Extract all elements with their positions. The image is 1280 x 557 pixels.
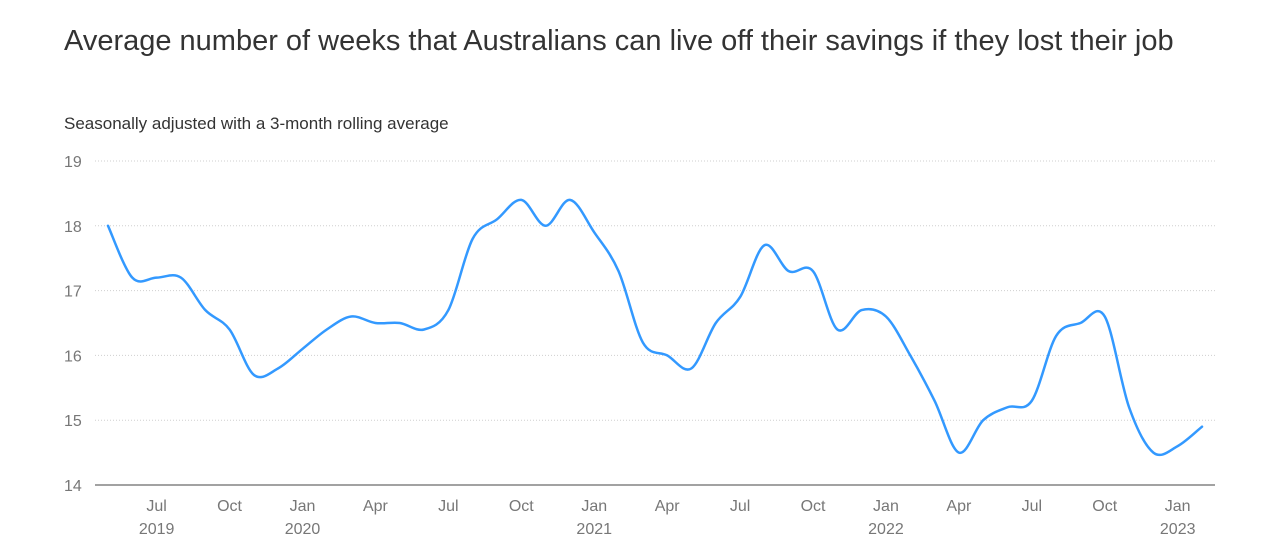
data-point (739, 296, 741, 298)
x-tick-label: Oct (217, 498, 242, 515)
data-point (423, 328, 425, 330)
x-tick-label: Apr (363, 498, 389, 515)
data-point (618, 270, 620, 272)
grid-lines (95, 160, 1215, 421)
y-tick-label: 19 (64, 154, 82, 171)
data-point (861, 309, 863, 311)
series-line-0 (106, 198, 1204, 457)
y-tick-label: 14 (64, 478, 82, 495)
data-point (472, 238, 474, 240)
x-tick-label: Jul (1022, 498, 1042, 515)
data-point (593, 231, 595, 233)
data-point (277, 367, 279, 369)
x-tick-label: Jan (873, 498, 899, 515)
x-tick-year-label: 2023 (1160, 521, 1196, 538)
x-tick-label: Jan (1165, 498, 1191, 515)
y-tick-label: 18 (64, 219, 82, 236)
data-point (374, 322, 376, 324)
x-tick-label: Jul (146, 498, 166, 515)
data-point (1079, 322, 1081, 324)
data-point (180, 277, 182, 279)
data-point (642, 341, 644, 343)
chart-subtitle: Seasonally adjusted with a 3-month rolli… (64, 114, 449, 133)
data-point (496, 218, 498, 220)
x-axis-tick-labels: Jul 2019 Oct Jan 2020 Apr Jul Oct Jan 2021 Apr Jul O… (139, 498, 1196, 538)
x-tick-year-label: 2020 (285, 521, 321, 538)
data-point (107, 225, 109, 227)
y-tick-label: 16 (64, 348, 82, 365)
data-point (1055, 335, 1057, 337)
data-point (156, 277, 158, 279)
data-point (788, 270, 790, 272)
data-point (204, 309, 206, 311)
y-tick-label: 15 (64, 413, 82, 430)
x-tick-year-label: 2019 (139, 521, 175, 538)
data-point (229, 328, 231, 330)
data-point (958, 452, 960, 454)
data-point (545, 225, 547, 227)
chart-title: Average number of weeks that Australians… (64, 25, 1174, 57)
x-tick-year-label: 2021 (576, 521, 612, 538)
x-tick-year-label: 2022 (868, 521, 904, 538)
data-point (982, 419, 984, 421)
data-point (131, 277, 133, 279)
data-point (885, 316, 887, 318)
x-tick-label: Jul (730, 498, 750, 515)
x-tick-label: Jan (581, 498, 607, 515)
y-axis-tick-labels: 14 15 16 17 18 19 (64, 154, 82, 495)
data-point (1201, 426, 1203, 428)
data-point (1152, 452, 1154, 454)
data-point (520, 199, 522, 201)
x-tick-label: Jul (438, 498, 458, 515)
data-point (836, 328, 838, 330)
data-point (253, 374, 255, 376)
data-point (569, 199, 571, 201)
data-point (350, 316, 352, 318)
x-tick-label: Apr (946, 498, 972, 515)
data-point (1128, 406, 1130, 408)
x-tick-label: Oct (1092, 498, 1117, 515)
data-point (666, 354, 668, 356)
data-point (812, 270, 814, 272)
data-point (399, 322, 401, 324)
data-point (690, 367, 692, 369)
data-point (301, 348, 303, 350)
x-tick-label: Jan (290, 498, 316, 515)
x-tick-label: Apr (655, 498, 681, 515)
data-point (934, 400, 936, 402)
data-point (1104, 316, 1106, 318)
data-point (1177, 445, 1179, 447)
data-point (447, 309, 449, 311)
data-point (1031, 400, 1033, 402)
x-tick-label: Oct (509, 498, 534, 515)
data-point (1007, 406, 1009, 408)
data-point (909, 354, 911, 356)
data-point (763, 244, 765, 246)
x-tick-label: Oct (801, 498, 826, 515)
data-point (326, 328, 328, 330)
y-tick-label: 17 (64, 284, 82, 301)
series-layer (106, 198, 1204, 457)
data-point (715, 322, 717, 324)
